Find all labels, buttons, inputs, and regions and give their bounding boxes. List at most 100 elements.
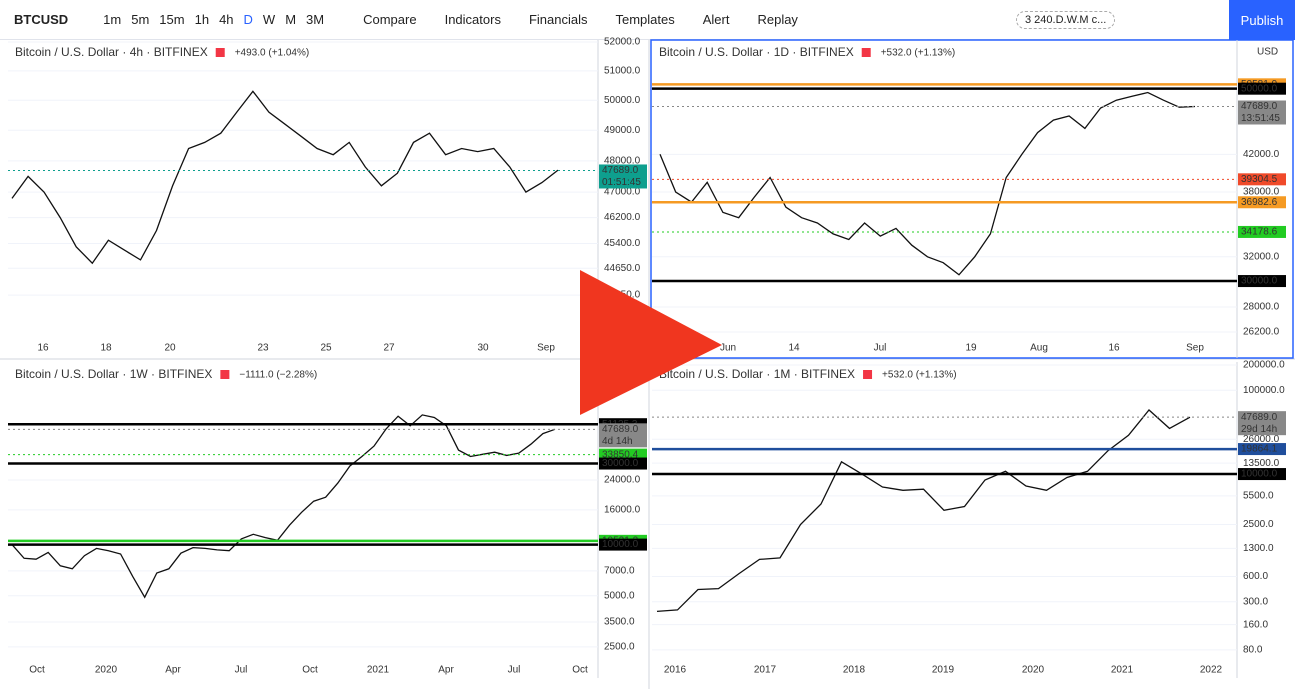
y-tick-label: 47000.0 [604, 187, 641, 198]
y-tick-label: 44650.0 [604, 263, 641, 274]
y-tick-label: 32000.0 [1243, 251, 1280, 262]
y-tick-label: 45400.0 [604, 238, 641, 249]
y-tick-label: 52000.0 [604, 37, 641, 48]
x-tick-label: Apr [438, 665, 454, 676]
interval[interactable]: D [243, 12, 253, 27]
y-tick-label: 16000.0 [604, 505, 641, 516]
x-tick-label: Sep [537, 343, 555, 354]
x-tick-label: 18 [100, 343, 112, 354]
publish-button[interactable]: Publish [1229, 0, 1295, 40]
x-tick-label: 2021 [367, 665, 390, 676]
toolbar-button[interactable]: Alert [702, 12, 730, 27]
price-tag [599, 538, 647, 551]
toolbar-button[interactable]: Financials [528, 12, 588, 27]
y-tick-label: 160.0 [1243, 619, 1268, 630]
layout-name[interactable]: 3 240.D.W.M c... [1016, 10, 1116, 29]
y-tick-label: 5000.0 [604, 590, 635, 601]
y-tick-label: 3500.0 [604, 617, 635, 628]
toolbar: BTCUSD 1m 5m 15m 1h 4h D W M 3M Compare Indicator… [0, 0, 1295, 40]
y-tick-label: 43850.0 [604, 290, 641, 301]
panel-change: +532.0 (+1.13%) [882, 370, 957, 381]
price-tag-label: 19864.1 [1241, 444, 1278, 455]
y-tick-label: 5500.0 [1243, 490, 1274, 501]
y-tick-label: 46200.0 [604, 212, 641, 223]
x-tick-label: 19 [965, 343, 977, 354]
price-tag-label: 10000.0 [1241, 469, 1278, 480]
price-tag [1238, 196, 1286, 209]
active-panel-border [650, 39, 1294, 359]
interval[interactable]: M [285, 12, 297, 27]
interval[interactable]: W [262, 12, 276, 27]
x-tick-label: Jul [235, 665, 248, 676]
x-tick-label: Apr [165, 665, 181, 676]
price-tag-label: 36982.6 [1241, 197, 1278, 208]
price-tag [1238, 225, 1286, 238]
buttons: Compare Indicators Financials Templates Aler… [349, 12, 812, 27]
price-tag [1238, 468, 1286, 481]
y-tick-label: 49000.0 [604, 125, 641, 136]
price-tag [599, 423, 647, 448]
price-line [11, 90, 559, 265]
alert-icon [215, 48, 225, 57]
price-tag-countdown: 13:51:45 [1241, 113, 1280, 124]
x-tick-label: 30 [477, 343, 489, 354]
toolbar-button[interactable]: Replay [757, 12, 798, 27]
interval[interactable]: 5m [131, 12, 150, 27]
price-tag-countdown: 29d 14h [1241, 424, 1277, 435]
price-tag-label: 47689.0 [602, 165, 639, 176]
panel-title: Bitcoin / U.S. Dollar · 4h · BITFINEX [15, 45, 208, 59]
y-tick-label: 600.0 [1243, 571, 1268, 582]
alert-icon [863, 370, 873, 379]
x-tick-label: 2019 [932, 665, 955, 676]
price-tag-label: 47689.0 [1241, 412, 1278, 423]
price-tag [599, 457, 647, 470]
price-tag-countdown: 01:51:45 [602, 177, 641, 188]
x-tick-label: 25 [320, 343, 332, 354]
price-tag-countdown: 4d 14h [602, 436, 633, 447]
x-tick-label: Oct [302, 665, 318, 676]
y-tick-label: 80.0 [1243, 645, 1263, 656]
interval[interactable]: 1h [194, 12, 210, 27]
price-tag [1238, 443, 1286, 456]
intervals: 1m 5m 15m 1h 4h D W M 3M [98, 12, 329, 27]
interval[interactable]: 1m [103, 12, 122, 27]
toolbar-button[interactable]: Templates [615, 12, 675, 27]
interval[interactable]: 15m [159, 12, 185, 27]
price-tag-label: 30000.0 [602, 458, 639, 469]
y-tick-label: 100000.0 [1243, 385, 1285, 396]
symbol[interactable]: BTCUSD [14, 12, 69, 27]
price-line [11, 414, 556, 599]
price-tag-label: 10000.0 [602, 539, 639, 550]
price-tag-label: 33850.4 [602, 449, 639, 460]
y-tick-label: 26200.0 [1243, 327, 1280, 338]
x-tick-label: 23 [257, 343, 269, 354]
x-tick-label: Jul [874, 343, 887, 354]
x-tick-label: 2020 [1022, 665, 1045, 676]
toolbar-button[interactable]: Compare [363, 12, 417, 27]
x-tick-label: 16 [1108, 343, 1120, 354]
price-tag [599, 164, 647, 189]
y-tick-label: 7000.0 [604, 566, 635, 577]
x-tick-label: Oct [572, 665, 588, 676]
x-tick-label: Jun [720, 343, 736, 354]
y-tick-label: 200000.0 [1243, 360, 1285, 371]
price-tag [1238, 173, 1286, 186]
price-tag-label: 34178.6 [1241, 227, 1278, 238]
panel-title: Bitcoin / U.S. Dollar · 1W · BITFINEX [15, 367, 212, 381]
x-tick-label: 2018 [843, 665, 866, 676]
x-tick-label: Jul [508, 665, 521, 676]
interval[interactable]: 3M [306, 12, 325, 27]
panel-change: +532.0 (+1.13%) [881, 48, 956, 59]
interval[interactable]: 4h [219, 12, 234, 27]
x-tick-label: 2016 [664, 665, 687, 676]
toolbar-button[interactable]: Indicators [444, 12, 501, 27]
x-tick-label: 16 [37, 343, 49, 354]
x-tick-label: 2021 [1111, 665, 1134, 676]
x-tick-label: 2020 [95, 665, 118, 676]
currency[interactable]: USD [1257, 47, 1278, 58]
y-tick-label: 24000.0 [604, 475, 641, 486]
panel-title: Bitcoin / U.S. Dollar · 1D · BITFINEX [659, 45, 854, 59]
x-tick-label: Aug [1030, 343, 1048, 354]
y-tick-label: 2500.0 [604, 642, 635, 653]
